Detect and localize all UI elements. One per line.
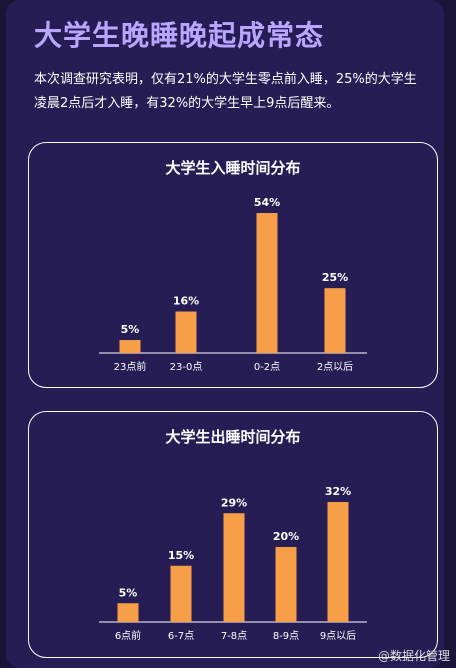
bedtime-value-label-3: 25% (322, 271, 348, 284)
infographic-panel: 大学生晚睡晚起成常态 本次调查研究表明，仅有21%的大学生零点前入睡，25%的大… (6, 0, 444, 668)
waketime-value-label-4: 32% (325, 485, 351, 498)
bedtime-bar-0 (119, 340, 141, 353)
bedtime-bar-3 (324, 288, 346, 353)
waketime-chart-card: 大学生出睡时间分布 5% 6点前 15% 6-7点 29% 7-8点 20% 8-9点 32% 9… (28, 411, 438, 658)
waketime-value-label-2: 29% (221, 496, 247, 509)
bedtime-bar-2 (256, 213, 278, 353)
waketime-tick-label-0: 6点前 (115, 629, 141, 642)
waketime-value-label-0: 5% (119, 586, 138, 599)
waketime-tick-label-3: 8-9点 (273, 630, 299, 642)
waketime-bar-3 (275, 547, 297, 622)
waketime-value-label-3: 20% (273, 530, 299, 543)
waketime-value-label-1: 15% (168, 549, 194, 562)
waketime-bar-0 (117, 603, 139, 622)
waketime-tick-label-2: 7-8点 (221, 630, 247, 642)
watermark: @数据化管理 (377, 649, 450, 663)
bedtime-bar-chart: 5% 23点前 16% 23-0点 54% 0-2点 25% 2点以后 (99, 196, 367, 373)
page-title: 大学生晚睡晚起成常态 (34, 19, 325, 52)
waketime-bar-1 (170, 565, 192, 622)
bedtime-value-label-1: 16% (173, 295, 199, 308)
bedtime-tick-label-2: 0-2点 (254, 361, 280, 373)
bedtime-chart-card: 大学生入睡时间分布 5% 23点前 16% 23-0点 54% 0-2点 25% 2点以后 (28, 142, 438, 388)
description-text: 本次调查研究表明，仅有21%的大学生零点前入睡，25%的大学生凌晨2点后才入睡，… (34, 72, 417, 111)
waketime-chart-title: 大学生出睡时间分布 (165, 428, 301, 446)
bedtime-tick-label-0: 23点前 (114, 360, 147, 373)
waketime-bar-chart: 5% 6点前 15% 6-7点 29% 7-8点 20% 8-9点 32% 9点以后 (99, 485, 367, 642)
bedtime-bar-1 (175, 311, 197, 353)
waketime-tick-label-1: 6-7点 (168, 630, 194, 642)
waketime-bar-2 (223, 513, 245, 622)
bedtime-value-label-0: 5% (121, 323, 140, 336)
waketime-tick-label-4: 9点以后 (320, 630, 356, 642)
bedtime-chart-title: 大学生入睡时间分布 (165, 159, 301, 177)
waketime-bar-4 (327, 502, 349, 622)
bedtime-tick-label-3: 2点以后 (317, 361, 353, 373)
bedtime-value-label-2: 54% (254, 196, 280, 209)
bedtime-tick-label-1: 23-0点 (170, 361, 203, 373)
